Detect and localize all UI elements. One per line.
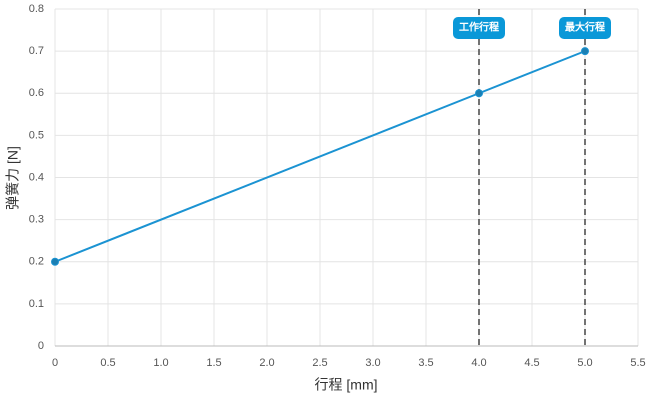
x-tick-label: 0 bbox=[52, 357, 58, 369]
y-tick-label: 0.2 bbox=[29, 256, 44, 268]
annotation-badge bbox=[559, 17, 611, 39]
y-tick-label: 0.3 bbox=[29, 214, 44, 226]
annotation-badge bbox=[453, 17, 505, 39]
x-tick-label: 1.0 bbox=[153, 357, 168, 369]
y-tick-label: 0.7 bbox=[29, 45, 44, 57]
x-tick-label: 1.5 bbox=[206, 357, 221, 369]
point bbox=[581, 47, 589, 56]
x-tick-label: 2.5 bbox=[312, 357, 327, 369]
y-tick-label: 0.6 bbox=[29, 87, 44, 99]
y-tick-label: 0.8 bbox=[29, 3, 44, 15]
y-tick-label: 0.4 bbox=[29, 171, 44, 183]
x-tick-label: 5.5 bbox=[630, 357, 645, 369]
y-tick-label: 0.1 bbox=[29, 298, 44, 310]
y-axis-title: 弹簧力 [N] bbox=[5, 146, 21, 210]
point bbox=[475, 89, 483, 98]
y-tick-label: 0 bbox=[38, 340, 44, 352]
x-tick-label: 0.5 bbox=[100, 357, 115, 369]
point bbox=[51, 257, 59, 266]
x-tick-label: 4.0 bbox=[471, 357, 486, 369]
x-tick-label: 2.0 bbox=[259, 357, 274, 369]
x-axis-title: 行程 [mm] bbox=[315, 377, 378, 393]
annotation-label: 工作行程 bbox=[459, 21, 499, 34]
x-tick-label: 4.5 bbox=[524, 357, 539, 369]
annotation-label: 最大行程 bbox=[565, 21, 605, 34]
y-tick-label: 0.5 bbox=[29, 129, 44, 141]
x-tick-label: 3.0 bbox=[365, 357, 380, 369]
x-tick-label: 3.5 bbox=[418, 357, 433, 369]
x-tick-label: 5.0 bbox=[577, 357, 592, 369]
